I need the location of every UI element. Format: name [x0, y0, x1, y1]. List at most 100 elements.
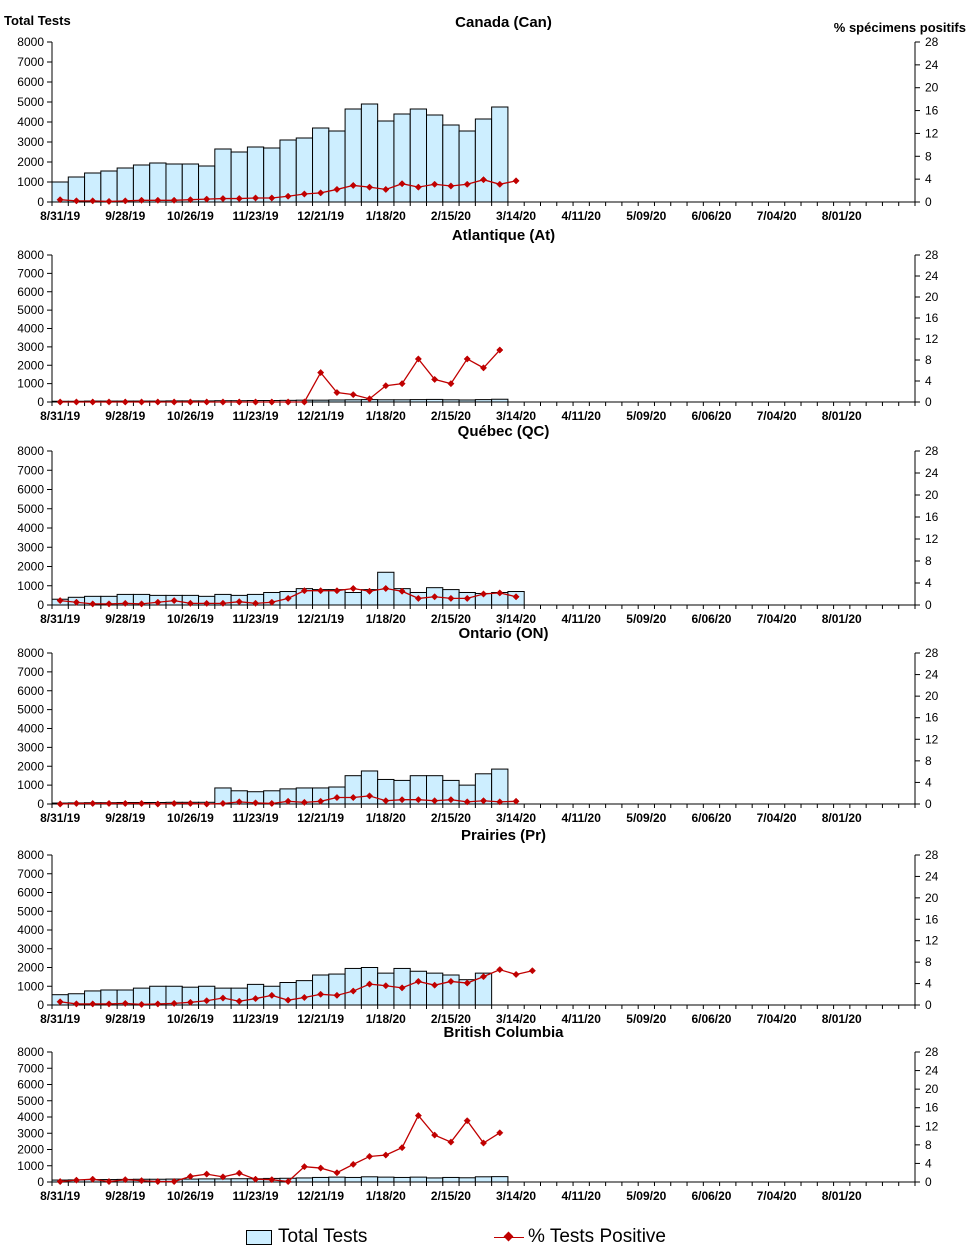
pct-positive-point: [268, 799, 276, 808]
bar: [458, 1177, 476, 1183]
y2-tick-label: 8: [925, 554, 932, 568]
pct-positive-point: [203, 599, 211, 607]
bar: [393, 113, 411, 203]
pct-positive-point: [317, 990, 325, 998]
pct-positive-point: [365, 980, 374, 988]
x-tick-label: 9/28/19: [105, 612, 145, 626]
bar: [377, 1176, 395, 1183]
x-tick-label: 1/18/20: [366, 409, 406, 423]
chart-title: Prairies (Pr): [461, 827, 546, 844]
x-tick-label: 2/15/20: [431, 1012, 471, 1026]
pct-positive-point: [349, 793, 357, 802]
pct-positive-point: [56, 398, 64, 406]
pct-positive-point: [251, 1175, 260, 1183]
y2-tick-label: 0: [925, 1175, 932, 1189]
y-tick-label: 1000: [17, 778, 44, 792]
pct-positive-point: [105, 197, 113, 205]
pct-positive-point: [333, 793, 341, 802]
bar: [360, 1176, 379, 1183]
pct-positive-point: [186, 599, 194, 607]
x-tick-label: 4/11/20: [562, 409, 602, 423]
y2-tick-label: 16: [925, 711, 939, 725]
pct-positive-point: [317, 587, 325, 595]
pct-positive-point: [479, 590, 488, 598]
bar: [458, 130, 476, 203]
y-tick-label: 4000: [17, 115, 44, 129]
y2-tick-label: 8: [925, 754, 932, 768]
x-tick-label: 5/09/20: [626, 1189, 666, 1203]
pct-positive-point: [300, 798, 308, 806]
pct-positive-point: [365, 792, 374, 800]
y-tick-label: 5000: [17, 95, 44, 109]
pct-positive-point: [138, 1000, 146, 1009]
pct-positive-point: [121, 599, 129, 607]
y-tick-label: 2000: [17, 759, 44, 773]
pct-positive-point: [56, 800, 64, 808]
x-tick-label: 4/11/20: [562, 209, 602, 223]
x-tick-label: 10/26/19: [167, 409, 214, 423]
y-tick-label: 7000: [17, 55, 44, 69]
y2-tick-label: 8: [925, 1138, 932, 1152]
pct-positive-point: [512, 797, 520, 805]
pct-positive-point: [382, 1151, 390, 1159]
y2-tick-label: 20: [925, 290, 939, 304]
y-tick-label: 5000: [17, 303, 44, 317]
legend-item-pct-positive: % Tests Positive: [494, 1226, 666, 1248]
pct-positive-point: [414, 1112, 422, 1120]
pct-positive-point: [89, 1000, 97, 1008]
y-tick-label: 8000: [17, 1045, 44, 1059]
left-axis-title: Total Tests: [4, 13, 71, 28]
x-tick-label: 11/23/19: [233, 811, 279, 825]
x-tick-label: 11/23/19: [233, 1012, 279, 1026]
x-tick-label: 10/26/19: [167, 1189, 214, 1203]
pct-positive-point: [186, 998, 194, 1006]
x-tick-label: 1/18/20: [366, 1189, 406, 1203]
y-tick-label: 7000: [17, 867, 44, 881]
x-tick-label: 10/26/19: [167, 1012, 214, 1026]
y2-tick-label: 0: [925, 998, 932, 1012]
pct-positive-point: [431, 981, 439, 989]
y2-tick-label: 0: [925, 598, 932, 612]
y2-tick-label: 4: [925, 172, 932, 186]
pct-positive-point: [398, 1144, 406, 1152]
pct-positive-point: [463, 798, 471, 806]
y-tick-label: 3000: [17, 135, 44, 149]
y-tick-label: 6000: [17, 1078, 44, 1092]
y2-tick-label: 12: [925, 532, 939, 546]
y-tick-label: 5000: [17, 904, 44, 918]
x-tick-label: 3/14/20: [496, 1012, 536, 1026]
y-tick-label: 7000: [17, 665, 44, 679]
pct-positive-point: [219, 599, 227, 607]
pct-positive-point: [300, 1163, 308, 1171]
x-tick-label: 8/31/19: [40, 1012, 80, 1026]
pct-positive-point: [447, 796, 455, 804]
pct-positive-point: [349, 1160, 357, 1168]
y-tick-label: 3000: [17, 340, 44, 354]
pct-positive-point: [138, 799, 146, 808]
x-tick-label: 8/01/20: [822, 811, 862, 825]
pct-positive-point: [105, 1177, 113, 1186]
pct-positive-point: [447, 594, 455, 602]
pct-positive-point: [414, 977, 422, 985]
y2-tick-label: 0: [925, 797, 932, 811]
pct-positive-point: [431, 375, 439, 383]
pct-positive-point: [251, 799, 260, 807]
x-tick-label: 12/21/19: [297, 1189, 344, 1203]
x-tick-label: 4/11/20: [562, 612, 602, 626]
y2-tick-label: 24: [925, 269, 939, 283]
x-tick-label: 10/26/19: [167, 811, 214, 825]
x-tick-label: 1/18/20: [366, 612, 406, 626]
y2-tick-label: 20: [925, 81, 939, 95]
chart-title: British Columbia: [443, 1024, 564, 1041]
x-tick-label: 8/31/19: [40, 811, 80, 825]
y2-tick-label: 12: [925, 1119, 939, 1133]
pct-positive-point: [333, 185, 341, 193]
x-tick-label: 8/31/19: [40, 1189, 80, 1203]
pct-positive-point: [138, 398, 146, 406]
pct-positive-point: [300, 398, 308, 406]
y-tick-label: 8000: [17, 248, 44, 262]
pct-positive-point: [414, 594, 422, 602]
x-tick-label: 9/28/19: [105, 811, 145, 825]
bar: [100, 170, 118, 203]
x-tick-label: 8/01/20: [822, 409, 862, 423]
